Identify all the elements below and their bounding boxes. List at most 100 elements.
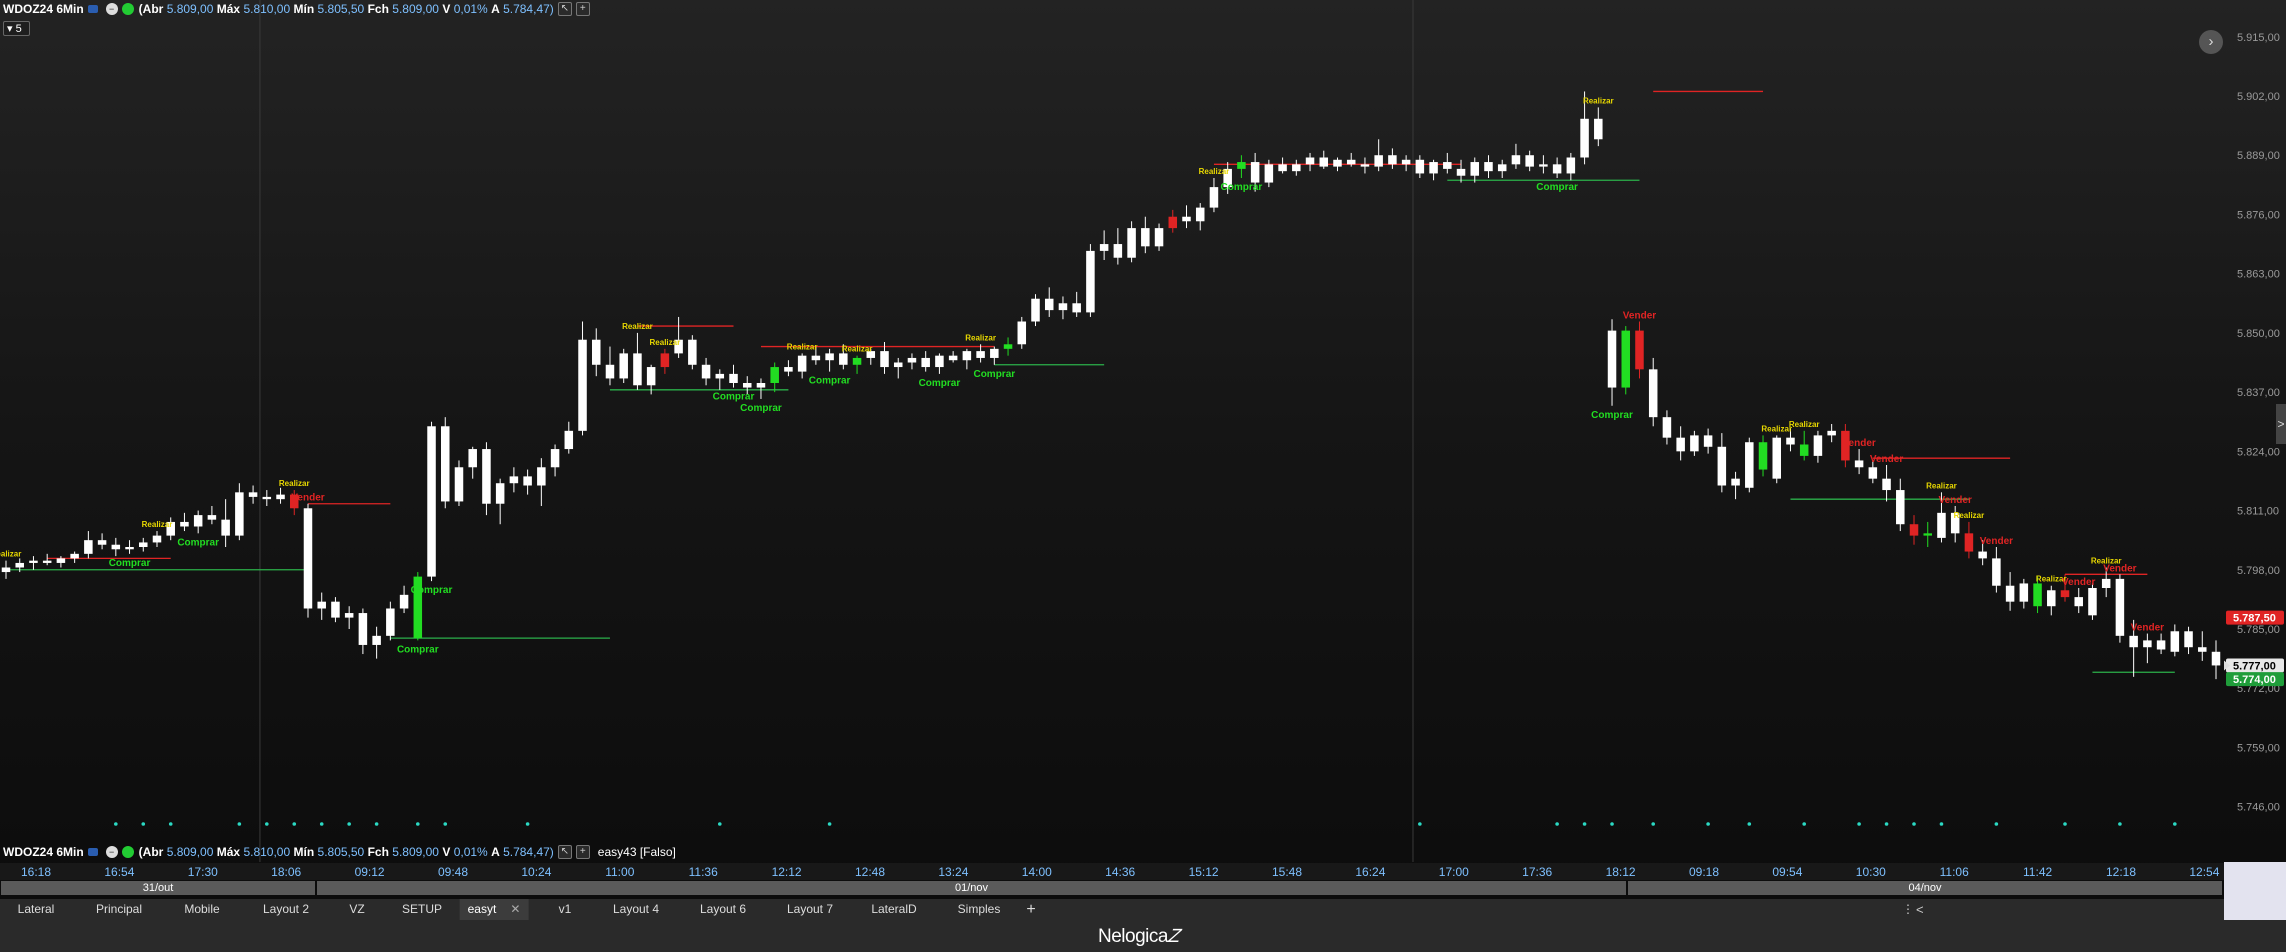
candle-body[interactable] xyxy=(2074,597,2083,607)
candle-body[interactable] xyxy=(1003,344,1013,349)
candle-body[interactable] xyxy=(2184,631,2193,648)
candle-body[interactable] xyxy=(1827,430,1836,436)
candle-body[interactable] xyxy=(399,594,409,609)
candle-body[interactable] xyxy=(948,355,958,361)
candle-body[interactable] xyxy=(646,367,656,386)
candle-body[interactable] xyxy=(125,547,134,550)
candle-body[interactable] xyxy=(344,613,354,618)
candle-body[interactable] xyxy=(1017,321,1027,345)
candle-body[interactable] xyxy=(2211,651,2221,666)
candle-body[interactable] xyxy=(386,608,395,636)
candle-body[interactable] xyxy=(97,540,107,545)
candle-body[interactable] xyxy=(1470,162,1480,176)
candle-body[interactable] xyxy=(440,426,450,502)
candle-body[interactable] xyxy=(482,449,491,504)
candle-body[interactable] xyxy=(1772,437,1782,479)
candle-body[interactable] xyxy=(1250,162,1260,183)
candle-body[interactable] xyxy=(1401,159,1411,165)
close-tab-icon[interactable]: ✕ xyxy=(510,902,521,916)
candle-body[interactable] xyxy=(1621,330,1631,388)
candle-body[interactable] xyxy=(1717,446,1727,486)
candle-body[interactable] xyxy=(1896,490,1905,525)
candle-body[interactable] xyxy=(2060,590,2070,598)
add-indicator-button[interactable]: + xyxy=(575,845,590,859)
tab-lateral[interactable]: Lateral xyxy=(18,899,55,920)
pin-icon[interactable]: ↖ xyxy=(557,2,572,16)
candle-body[interactable] xyxy=(1484,162,1493,172)
candle-body[interactable] xyxy=(1,567,11,573)
candle-body[interactable] xyxy=(1690,435,1699,452)
candle-body[interactable] xyxy=(619,353,628,379)
candle-body[interactable] xyxy=(1882,478,1891,491)
candle-body[interactable] xyxy=(1950,512,1960,534)
candle-body[interactable] xyxy=(2156,640,2166,650)
candle-body[interactable] xyxy=(729,373,738,383)
candle-body[interactable] xyxy=(866,351,876,358)
candle-body[interactable] xyxy=(1703,435,1713,447)
candle-body[interactable] xyxy=(1292,164,1301,172)
tab-setup[interactable]: SETUP xyxy=(402,899,442,920)
scroll-right-button[interactable]: › xyxy=(2199,30,2223,54)
side-panel-toggle[interactable]: > xyxy=(2276,404,2286,444)
candle-body[interactable] xyxy=(1813,435,1823,456)
tab-layout-2[interactable]: Layout 2 xyxy=(263,899,309,920)
candle-body[interactable] xyxy=(633,353,642,386)
candle-body[interactable] xyxy=(1456,168,1466,176)
symbol-label[interactable]: WDOZ24 6Min xyxy=(3,2,84,16)
candle-body[interactable] xyxy=(893,362,903,368)
candle-body[interactable] xyxy=(1552,164,1562,174)
candle-body[interactable] xyxy=(1099,244,1109,251)
add-indicator-button[interactable]: + xyxy=(575,2,590,16)
candle-body[interactable] xyxy=(1497,164,1507,172)
candle-body[interactable] xyxy=(1429,162,1438,174)
candle-body[interactable] xyxy=(1264,164,1274,183)
candle-body[interactable] xyxy=(1745,442,1754,488)
candle-body[interactable] xyxy=(523,476,532,486)
candle-body[interactable] xyxy=(770,367,779,383)
tab-layout-6[interactable]: Layout 6 xyxy=(700,899,746,920)
candle-body[interactable] xyxy=(1031,298,1040,322)
candle-body[interactable] xyxy=(990,348,999,358)
candle-body[interactable] xyxy=(1305,157,1315,165)
candle-body[interactable] xyxy=(1909,524,1919,536)
candle-body[interactable] xyxy=(962,351,972,361)
candle-body[interactable] xyxy=(2198,647,2207,652)
candle-body[interactable] xyxy=(825,353,834,361)
candle-body[interactable] xyxy=(2047,590,2056,607)
candle-body[interactable] xyxy=(1923,533,1932,536)
pin-icon[interactable]: ↖ xyxy=(557,845,572,859)
candle-body[interactable] xyxy=(1964,533,1974,552)
candle-body[interactable] xyxy=(1127,228,1136,258)
candle-body[interactable] xyxy=(2115,578,2125,636)
candle-body[interactable] xyxy=(811,355,821,361)
candle-body[interactable] xyxy=(935,355,944,368)
more-icon[interactable]: ⋮ xyxy=(1902,902,1914,916)
candle-body[interactable] xyxy=(235,492,244,536)
candle-body[interactable] xyxy=(756,383,766,388)
tab-simples[interactable]: Simples xyxy=(958,899,1001,920)
candle-body[interactable] xyxy=(193,515,203,527)
candle-body[interactable] xyxy=(1594,118,1603,140)
candle-body[interactable] xyxy=(1237,162,1246,169)
tab-easyt[interactable]: easyt ✕ xyxy=(459,899,529,920)
candle-body[interactable] xyxy=(1511,155,1521,165)
candle-body[interactable] xyxy=(1223,168,1232,188)
candle-body[interactable] xyxy=(468,449,477,468)
candle-body[interactable] xyxy=(2170,631,2180,652)
candle-body[interactable] xyxy=(2143,640,2152,648)
candle-body[interactable] xyxy=(907,357,917,363)
tab-v1[interactable]: v1 xyxy=(559,899,572,920)
candle-body[interactable] xyxy=(2005,585,2015,602)
study-counter[interactable]: ▾ 5 xyxy=(3,21,30,36)
candle-body[interactable] xyxy=(2019,583,2029,602)
candle-body[interactable] xyxy=(290,494,299,509)
candle-body[interactable] xyxy=(1799,444,1809,456)
candle-body[interactable] xyxy=(1607,330,1617,388)
candle-body[interactable] xyxy=(1072,303,1081,313)
candle-body[interactable] xyxy=(42,560,52,563)
candle-body[interactable] xyxy=(2101,578,2111,588)
candle-body[interactable] xyxy=(1992,558,2001,586)
candle-body[interactable] xyxy=(1044,298,1054,311)
candle-body[interactable] xyxy=(1662,417,1672,438)
candle-body[interactable] xyxy=(1635,330,1644,370)
